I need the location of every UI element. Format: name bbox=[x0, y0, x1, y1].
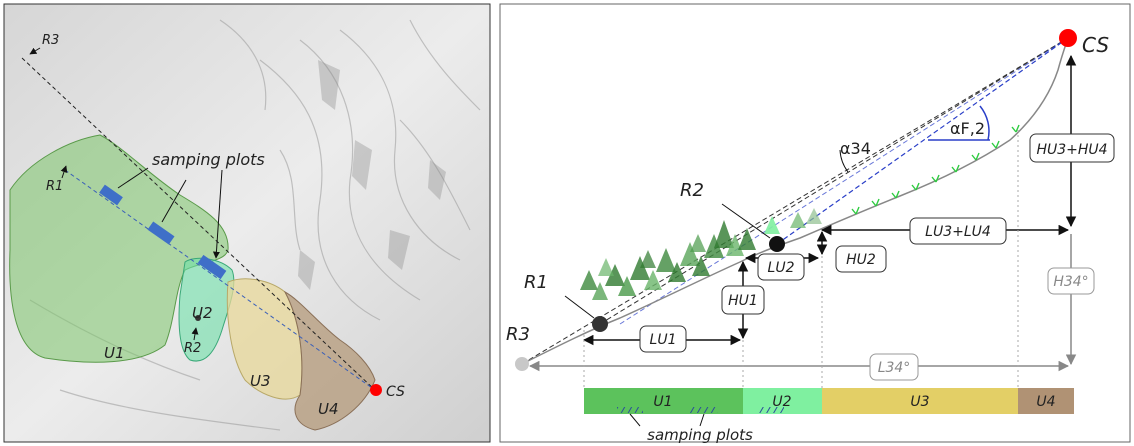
slope-ticks bbox=[851, 124, 1020, 215]
map-label-r2: R2 bbox=[184, 341, 201, 356]
profile-r1-leader bbox=[564, 295, 595, 319]
bar-plot-3 bbox=[758, 407, 784, 413]
label-h-u2: HU2 bbox=[846, 252, 876, 268]
box-h-u2 bbox=[835, 245, 887, 273]
terrain-shadows bbox=[298, 60, 446, 290]
map-blue-line bbox=[64, 169, 376, 391]
box-h-u1 bbox=[721, 285, 765, 315]
point-r1 bbox=[592, 316, 608, 332]
map-point-r2 bbox=[195, 315, 201, 321]
label-l-u2: LU2 bbox=[768, 260, 795, 276]
sampling-plot-2 bbox=[147, 221, 175, 245]
label-h-u1: HU1 bbox=[728, 293, 758, 309]
label-l-u1: LU1 bbox=[650, 332, 677, 348]
map-label-r3: R3 bbox=[42, 33, 59, 48]
point-cs bbox=[1059, 29, 1077, 47]
label-h-34: H34° bbox=[1053, 274, 1088, 290]
label-l-u3u4: LU3+LU4 bbox=[925, 224, 991, 240]
bar-caption-leader-2 bbox=[699, 413, 705, 427]
travel-line-r2 bbox=[776, 37, 1069, 245]
profile-label-r2: R2 bbox=[680, 180, 704, 201]
bar-label-u2: U2 bbox=[772, 394, 791, 410]
profile-label-r1: R1 bbox=[524, 272, 548, 293]
box-l-u1 bbox=[639, 325, 687, 353]
map-arrow-r1 bbox=[60, 165, 68, 179]
profile-r2-leader bbox=[721, 203, 771, 239]
bar-caption: samping plots bbox=[647, 426, 753, 444]
forest-trees bbox=[580, 208, 822, 300]
angle-arc-alphaF2 bbox=[979, 105, 990, 141]
map-label-u1: U1 bbox=[104, 344, 125, 362]
bar-caption-leader-1 bbox=[629, 413, 641, 427]
bar-label-u4: U4 bbox=[1036, 394, 1055, 410]
bar-plot-2 bbox=[690, 407, 718, 413]
box-l-u3u4 bbox=[909, 217, 1007, 245]
label-alphaF2: αF,2 bbox=[950, 119, 985, 138]
map-arrow-r2 bbox=[191, 327, 199, 341]
map-label-r1: R1 bbox=[46, 179, 63, 194]
bar-plot-1 bbox=[617, 407, 643, 413]
map-arrow-r3 bbox=[29, 47, 41, 55]
zone-u2 bbox=[178, 257, 235, 362]
sampling-plot-1 bbox=[99, 184, 123, 206]
box-l-u2 bbox=[757, 253, 805, 281]
plot-callout-1 bbox=[117, 167, 149, 189]
sampling-plots-label: samping plots bbox=[152, 150, 265, 169]
map-label-u3: U3 bbox=[250, 372, 271, 390]
travel-line-r3 bbox=[521, 37, 1069, 365]
bar-segment-u3 bbox=[822, 388, 1018, 414]
profile-panel: CS R1 R2 R3 α34 αF,2 HU3+HU4 LU3+LU4 HU2… bbox=[499, 3, 1131, 444]
box-h-34 bbox=[1047, 267, 1095, 295]
label-alpha34: α34 bbox=[840, 139, 871, 158]
profile-label-r3: R3 bbox=[506, 324, 530, 345]
point-r3 bbox=[515, 357, 529, 371]
map-travel-line bbox=[21, 57, 376, 391]
profile-label-cs: CS bbox=[1082, 33, 1109, 57]
blue-ref-line bbox=[619, 37, 1069, 325]
map-point-cs bbox=[370, 384, 382, 396]
unit-bar: U1 U2 U3 U4 samping plots bbox=[584, 388, 1074, 444]
label-l-34: L34° bbox=[878, 360, 911, 376]
guide-lines bbox=[583, 130, 1019, 388]
box-l-34 bbox=[869, 353, 919, 381]
map-label-cs: CS bbox=[386, 384, 405, 400]
map-label-u4: U4 bbox=[318, 400, 339, 418]
map-label-u2: U2 bbox=[192, 304, 213, 322]
angle-arc-alpha34 bbox=[839, 149, 849, 173]
box-h-u3u4 bbox=[1029, 133, 1115, 163]
terrain-profile bbox=[521, 37, 1069, 365]
zone-u4 bbox=[283, 290, 376, 431]
plot-callout-3 bbox=[212, 169, 223, 259]
plot-callout-2 bbox=[161, 179, 187, 223]
bar-label-u1: U1 bbox=[653, 394, 672, 410]
label-h-u3u4: HU3+HU4 bbox=[1036, 142, 1107, 158]
sampling-plot-3 bbox=[197, 254, 227, 280]
bar-label-u3: U3 bbox=[910, 394, 929, 410]
bar-segment-u4 bbox=[1018, 388, 1074, 414]
point-r2 bbox=[769, 236, 785, 252]
map-panel: samping plots R3 R1 R2 U1 U2 U3 U4 CS bbox=[3, 3, 491, 443]
